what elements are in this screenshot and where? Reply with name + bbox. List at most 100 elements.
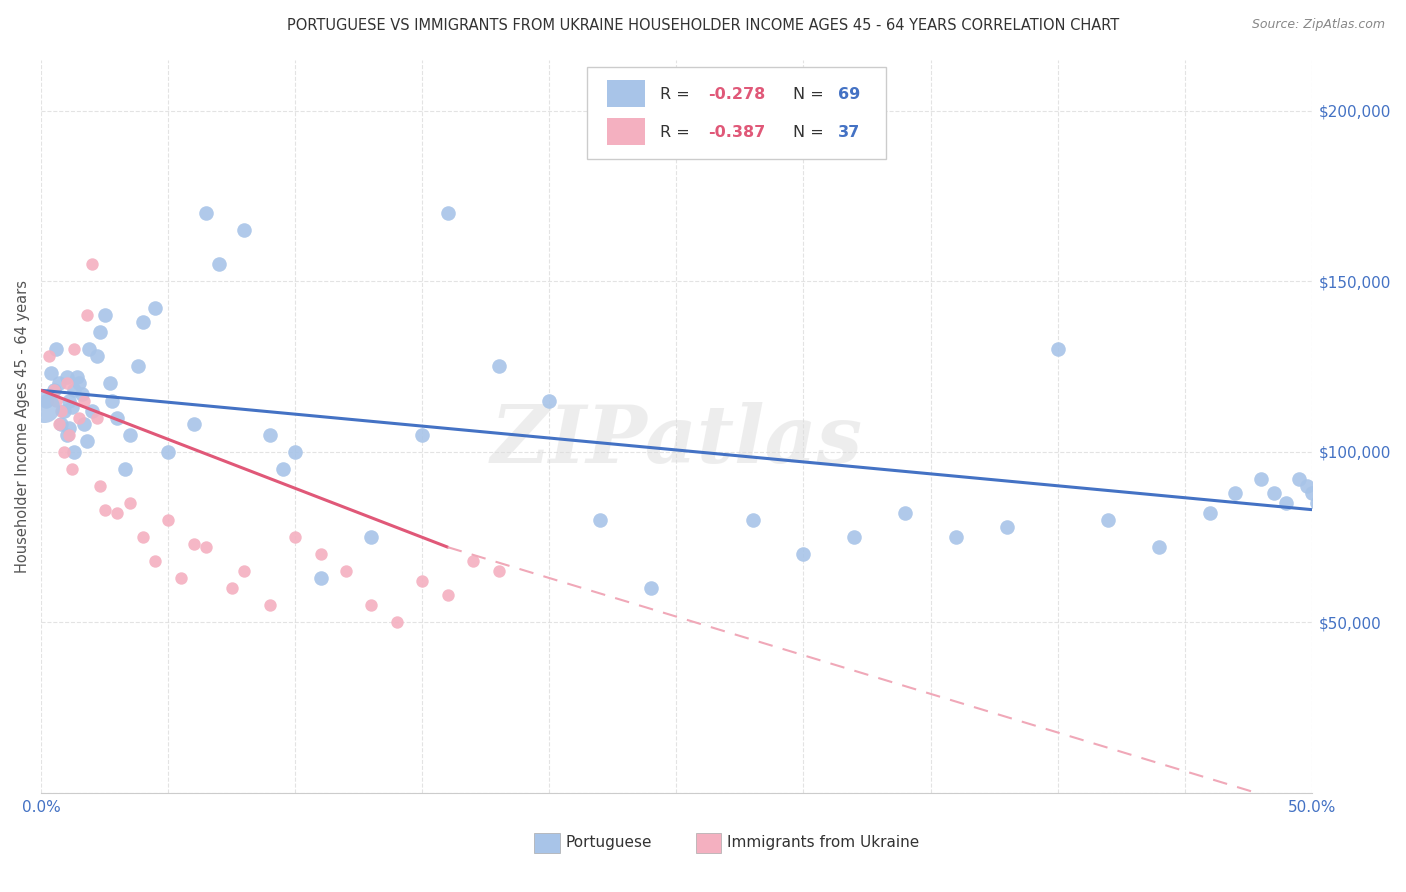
Point [183,537,205,551]
Point [1250,472,1272,486]
Point [132,530,155,544]
Point [55,376,77,391]
Point [60,461,83,475]
Point [360,530,382,544]
Point [63,343,86,357]
Point [309,547,332,561]
Point [66,369,89,384]
Point [98,376,121,391]
Point [89,479,111,493]
Point [284,444,307,458]
Point [55,369,77,384]
Point [38,349,60,363]
Point [93,502,115,516]
Point [105,410,128,425]
Point [233,223,256,237]
Point [385,615,408,629]
Point [157,513,180,527]
Point [1225,485,1247,500]
Point [436,206,458,220]
Point [309,571,332,585]
Text: Immigrants from Ukraine: Immigrants from Ukraine [727,836,920,850]
Text: Source: ZipAtlas.com: Source: ZipAtlas.com [1251,18,1385,31]
Point [67,410,90,425]
Point [844,530,866,544]
Point [132,315,155,329]
Point [1288,472,1310,486]
Point [145,301,167,316]
Point [114,461,136,475]
Point [271,461,294,475]
Point [1301,485,1323,500]
Point [792,547,814,561]
Point [589,513,612,527]
Point [105,506,128,520]
Point [488,564,510,578]
Point [894,506,917,520]
Point [284,530,307,544]
Point [741,513,763,527]
Point [70,386,93,401]
Point [259,427,281,442]
Point [42,384,65,398]
Point [39,366,62,380]
Text: PORTUGUESE VS IMMIGRANTS FROM UKRAINE HOUSEHOLDER INCOME AGES 45 - 64 YEARS CORR: PORTUGUESE VS IMMIGRANTS FROM UKRAINE HO… [287,18,1119,33]
Point [411,427,433,442]
Text: Portuguese: Portuguese [565,836,652,850]
Point [1295,479,1317,493]
Point [86,410,108,425]
Point [51,403,73,417]
Point [233,564,256,578]
Point [1339,496,1361,510]
Point [1326,461,1348,475]
Point [411,574,433,589]
Point [42,384,65,398]
Point [86,349,108,363]
Point [63,384,86,398]
Point [1046,343,1069,357]
Point [73,393,96,408]
Point [1199,506,1222,520]
Point [1263,485,1285,500]
Point [48,376,70,391]
Point [63,444,86,458]
Point [32,401,55,415]
Text: N =: N = [793,125,830,140]
Point [118,496,141,510]
Point [170,571,193,585]
Text: R =: R = [659,125,695,140]
Point [79,343,101,357]
Point [55,427,77,442]
Point [80,257,103,271]
Point [51,417,73,432]
Point [58,393,80,408]
FancyBboxPatch shape [606,80,644,107]
Point [53,444,76,458]
FancyBboxPatch shape [588,67,886,159]
Point [101,393,124,408]
Point [195,540,218,554]
Point [1313,472,1336,486]
Text: N =: N = [793,87,830,102]
Point [221,581,243,595]
Point [89,326,111,340]
Point [73,417,96,432]
Point [48,417,70,432]
Point [93,308,115,322]
Text: 37: 37 [838,125,860,140]
Point [1306,496,1329,510]
Point [80,403,103,417]
Point [360,598,382,612]
Point [538,393,561,408]
Point [195,206,218,220]
Point [1275,496,1298,510]
Point [60,401,83,415]
Point [53,403,76,417]
FancyBboxPatch shape [606,119,644,145]
Point [259,598,281,612]
Point [45,343,67,357]
Point [35,393,58,408]
Point [58,421,80,435]
Text: ZIPatlas: ZIPatlas [491,402,862,480]
Point [436,588,458,602]
